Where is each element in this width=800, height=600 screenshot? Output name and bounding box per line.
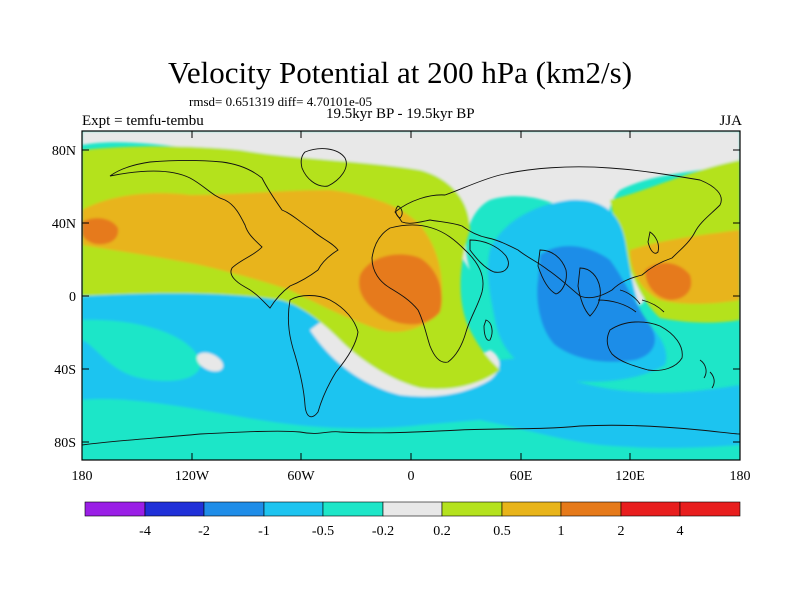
coast-greenland <box>300 148 347 187</box>
longitude-tick-labels: 180 120W 60W 0 60E 120E 180 <box>72 469 751 484</box>
contour-base-south-ocean <box>82 399 740 460</box>
lon-tick-60w: 60W <box>287 469 315 484</box>
colorbar-box-4 <box>263 501 324 517</box>
coast-new-zealand <box>699 359 715 389</box>
period-label: 19.5kyr BP - 19.5kyr BP <box>326 106 475 122</box>
lat-tick-80s: 80S <box>54 436 76 451</box>
lon-tick-180w: 180 <box>72 469 93 484</box>
map-title: Velocity Potential at 200 hPa (km2/s) <box>167 55 633 90</box>
coastlines <box>82 148 740 446</box>
lon-tick-120w: 120W <box>175 469 210 484</box>
colorbar-label-4: -0.5 <box>312 524 334 539</box>
colorbar-label-10: 4 <box>677 524 684 539</box>
contour-strong-positive-west-edge <box>82 218 119 245</box>
colorbar-label-1: -4 <box>139 524 151 539</box>
contour-fill-regions <box>82 131 740 460</box>
colorbar-box-9 <box>560 501 622 517</box>
contour-strong-positive-africa <box>359 254 442 325</box>
colorbar-label-2: -2 <box>198 524 210 539</box>
season-label: JJA <box>719 113 742 129</box>
colorbar-box-5 <box>322 501 384 517</box>
velocity-potential-field <box>82 131 740 460</box>
stats-label: rmsd= 0.651319 diff= 4.70101e-05 <box>189 94 373 109</box>
coast-arabia <box>469 239 509 273</box>
contour-strong-positive-east-asia <box>645 262 692 300</box>
coast-madagascar <box>483 319 493 341</box>
colorbar-label-7: 0.5 <box>493 524 511 539</box>
colorbar-box-7 <box>441 501 503 517</box>
lon-tick-120e: 120E <box>615 469 645 484</box>
coast-india <box>537 249 567 295</box>
lat-tick-0: 0 <box>69 290 76 305</box>
colorbar-label-3: -1 <box>258 524 270 539</box>
lon-tick-60e: 60E <box>510 469 533 484</box>
colorbar-box-1 <box>84 501 146 517</box>
colorbar-box-6 <box>382 501 443 517</box>
colorbar-box-8 <box>501 501 562 517</box>
lon-tick-180e: 180 <box>730 469 751 484</box>
contour-neutral-spot <box>196 352 224 372</box>
lon-tick-0: 0 <box>408 469 415 484</box>
coast-north-america <box>109 160 339 309</box>
colorbar-label-5: -0.2 <box>372 524 394 539</box>
lat-tick-40s: 40S <box>54 363 76 378</box>
colorbar-boxes <box>84 501 741 517</box>
colorbar-labels: -4 -2 -1 -0.5 -0.2 0.2 0.5 1 2 4 <box>139 524 683 539</box>
latitude-tick-labels: 80N 40N 0 40S 80S <box>52 144 76 451</box>
coast-southeast-asia <box>577 267 601 317</box>
coast-uk <box>395 205 403 219</box>
contour-base-belt <box>82 319 201 381</box>
coast-indonesia <box>597 289 665 313</box>
coast-africa <box>371 224 484 363</box>
colorbar-box-3 <box>203 501 265 517</box>
coast-japan <box>647 231 659 254</box>
colorbar: -4 -2 -1 -0.5 -0.2 0.2 0.5 1 2 4 <box>84 501 741 539</box>
experiment-label: Expt = temfu-tembu <box>82 113 204 129</box>
colorbar-label-6: 0.2 <box>433 524 451 539</box>
lat-tick-40n: 40N <box>52 217 76 232</box>
colorbar-label-8: 1 <box>558 524 565 539</box>
colorbar-label-9: 2 <box>618 524 625 539</box>
colorbar-box-10 <box>620 501 681 517</box>
colorbar-box-11 <box>679 501 741 517</box>
coast-eurasia <box>394 166 722 299</box>
contour-positive-north-atlantic <box>82 190 442 332</box>
coast-south-america <box>287 295 359 418</box>
coast-australia <box>606 321 683 371</box>
lat-tick-80n: 80N <box>52 144 76 159</box>
coast-antarctica <box>82 424 740 446</box>
axis-tick-marks <box>81 131 741 460</box>
colorbar-box-2 <box>144 501 205 517</box>
contour-neutral-north <box>82 131 740 305</box>
